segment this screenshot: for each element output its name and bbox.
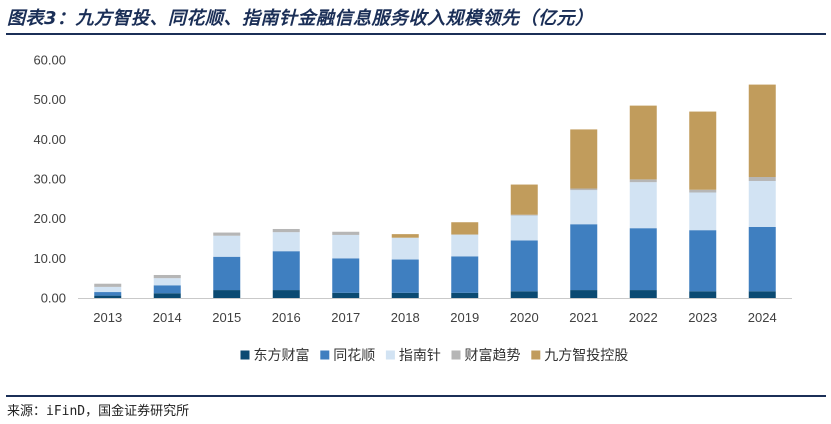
y-tick-label: 40.00 (33, 132, 66, 147)
bar-segment-1 (510, 291, 538, 298)
chart-title: 图表3：九方智投、同花顺、指南针金融信息服务收入规模领先（亿元） (7, 8, 594, 29)
bar-segment-1 (213, 290, 241, 298)
bar-segment-2 (629, 228, 657, 291)
bar-segment-4 (629, 179, 657, 183)
bar-segment-3 (213, 235, 241, 257)
bar-segment-3 (689, 192, 717, 231)
bar-segment-2 (213, 256, 241, 291)
legend-label: 东方财富 (254, 347, 310, 364)
bar-segment-3 (332, 234, 360, 259)
bar-segment-3 (570, 190, 598, 225)
x-tick-label: 2023 (688, 310, 717, 325)
legend-label: 九方智投控股 (544, 348, 628, 364)
bar-segment-3 (272, 232, 300, 252)
legend-swatch (451, 350, 461, 360)
legend-label: 财富趋势 (465, 347, 521, 364)
bar-segment-2 (391, 259, 419, 293)
bar-segment-5 (570, 129, 598, 189)
bar-segment-1 (570, 290, 598, 298)
bar-segment-2 (153, 285, 181, 294)
bar-segment-3 (629, 182, 657, 229)
bar-segment-2 (570, 224, 598, 291)
bar-segment-5 (451, 222, 479, 235)
bar-segment-1 (629, 290, 657, 298)
x-tick-label: 2019 (450, 310, 479, 325)
bar-segment-3 (153, 278, 181, 286)
bar-segment-5 (689, 111, 717, 190)
bar-segment-4 (94, 283, 122, 287)
bar-segment-1 (272, 290, 300, 298)
bar-segment-2 (451, 256, 479, 293)
x-tick-label: 2022 (629, 310, 658, 325)
bar-segment-1 (689, 291, 717, 298)
x-tick-label: 2014 (153, 310, 182, 325)
x-tick-label: 2015 (212, 310, 241, 325)
bar-segment-4 (748, 177, 776, 181)
bar-segment-4 (213, 232, 241, 236)
y-tick-label: 50.00 (33, 92, 66, 107)
bar-segment-3 (451, 234, 479, 257)
bar-segment-1 (451, 292, 479, 298)
bar-segment-1 (332, 292, 360, 298)
bar-segment-2 (332, 258, 360, 293)
bars (94, 84, 776, 298)
bar-segment-3 (94, 286, 122, 293)
x-axis: 2013 2014 2015 2016 2017 2018 2019 2020 2021 2022… (78, 298, 792, 325)
bar-segment-5 (391, 234, 419, 238)
bar-segment-5 (748, 84, 776, 178)
y-tick-label: 10.00 (33, 251, 66, 266)
title-rule (6, 33, 826, 35)
bar-segment-4 (570, 188, 598, 191)
legend-swatch (320, 350, 330, 360)
y-tick-label: 20.00 (33, 211, 66, 226)
x-tick-label: 2024 (748, 310, 777, 325)
legend-label: 同花顺 (333, 348, 375, 364)
bar-segment-1 (153, 293, 181, 298)
source-rule (6, 395, 826, 397)
bar-segment-3 (748, 180, 776, 227)
bar-segment-4 (689, 189, 717, 193)
bar-segment-2 (748, 226, 776, 292)
bar-segment-4 (332, 231, 360, 235)
y-tick-label: 0.00 (41, 291, 66, 306)
legend-swatch (531, 350, 541, 360)
bar-segment-1 (748, 291, 776, 298)
legend: 东方财富 同花顺 指南针 财富趋势 九方智投控股 (240, 347, 628, 364)
bar-segment-5 (510, 184, 538, 215)
bar-segment-1 (94, 295, 122, 298)
x-tick-label: 2013 (93, 310, 122, 325)
x-tick-label: 2018 (391, 310, 420, 325)
y-tick-label: 30.00 (33, 172, 66, 187)
bar-segment-2 (689, 230, 717, 292)
x-tick-label: 2017 (331, 310, 360, 325)
bar-segment-2 (272, 251, 300, 291)
x-tick-label: 2021 (569, 310, 598, 325)
bar-segment-4 (153, 274, 181, 279)
bar-segment-2 (94, 292, 122, 296)
bar-segment-2 (510, 240, 538, 292)
source-note: 来源：iFinD，国金证券研究所 (7, 404, 190, 419)
x-tick-label: 2020 (510, 310, 539, 325)
bar-segment-5 (629, 105, 657, 180)
x-tick-label: 2016 (272, 310, 301, 325)
bar-segment-3 (510, 215, 538, 241)
bar-segment-4 (272, 228, 300, 233)
bar-segment-3 (391, 237, 419, 260)
y-tick-label: 60.00 (33, 53, 66, 68)
legend-label: 指南针 (399, 348, 441, 364)
legend-swatch (240, 350, 250, 360)
legend-swatch (385, 350, 395, 360)
y-axis: 0.00 10.00 20.00 30.00 40.00 50.00 60.00 (33, 53, 66, 306)
bar-segment-4 (510, 214, 538, 216)
bar-segment-1 (391, 292, 419, 298)
